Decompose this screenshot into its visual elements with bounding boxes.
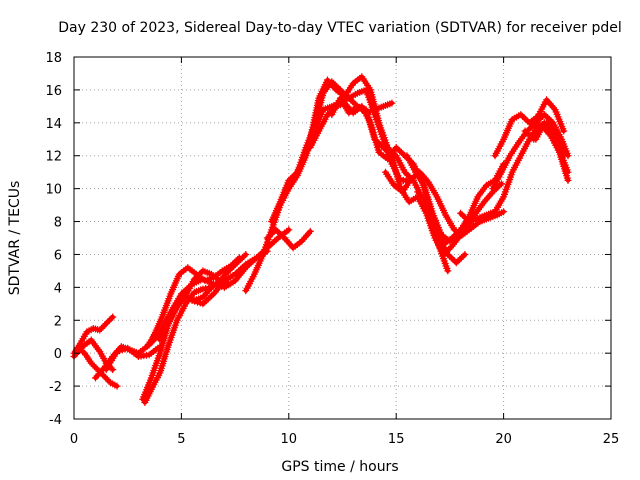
chart-title: Day 230 of 2023, Sidereal Day-to-day VTE… xyxy=(58,20,622,36)
series-markers xyxy=(156,267,233,344)
series-markers xyxy=(141,283,215,406)
series-pass-y xyxy=(532,119,572,176)
y-tick-label: 8 xyxy=(54,216,62,231)
y-tick-label: 16 xyxy=(45,84,62,99)
y-axis-label: SDTVAR / TECUs xyxy=(7,181,23,296)
series-pass-r xyxy=(382,168,508,239)
y-tick-label: 0 xyxy=(54,347,62,362)
y-tick-label: 14 xyxy=(45,117,62,132)
x-tick-label: 15 xyxy=(388,432,405,447)
y-tick-label: 2 xyxy=(54,314,62,329)
series-pass-j xyxy=(156,267,233,344)
x-tick-label: 25 xyxy=(603,432,620,447)
series-pass-e xyxy=(102,343,164,374)
y-tick-label: -2 xyxy=(49,380,62,395)
y-tick-label: 10 xyxy=(45,183,62,198)
series-markers xyxy=(382,168,508,239)
axis-ticks: 0 5 10 15 20 25 -4 -2 0 2 4 6 8 10 12 14 16 18 xyxy=(45,51,619,447)
x-tick-label: 5 xyxy=(177,432,185,447)
x-tick-label: 20 xyxy=(495,432,512,447)
plot-frame xyxy=(73,56,612,420)
series-markers xyxy=(489,111,572,193)
data-series xyxy=(70,73,572,406)
series-pass-a xyxy=(70,313,117,357)
series-markers xyxy=(263,226,314,252)
y-tick-label: -4 xyxy=(49,413,62,428)
x-axis-label: GPS time / hours xyxy=(281,459,398,475)
series-pass-w xyxy=(491,96,568,160)
series-pass-n xyxy=(263,226,314,252)
y-tick-label: 4 xyxy=(54,281,62,296)
series-pass-v xyxy=(489,111,572,193)
y-tick-label: 12 xyxy=(45,150,62,165)
series-pass-f xyxy=(141,283,215,406)
x-tick-label: 0 xyxy=(70,432,78,447)
series-markers xyxy=(102,343,164,374)
x-tick-label: 10 xyxy=(281,432,298,447)
series-pass-k xyxy=(188,247,271,308)
series-markers xyxy=(532,119,572,176)
y-tick-label: 18 xyxy=(45,51,62,66)
y-tick-label: 6 xyxy=(54,248,62,263)
series-markers xyxy=(491,96,568,160)
